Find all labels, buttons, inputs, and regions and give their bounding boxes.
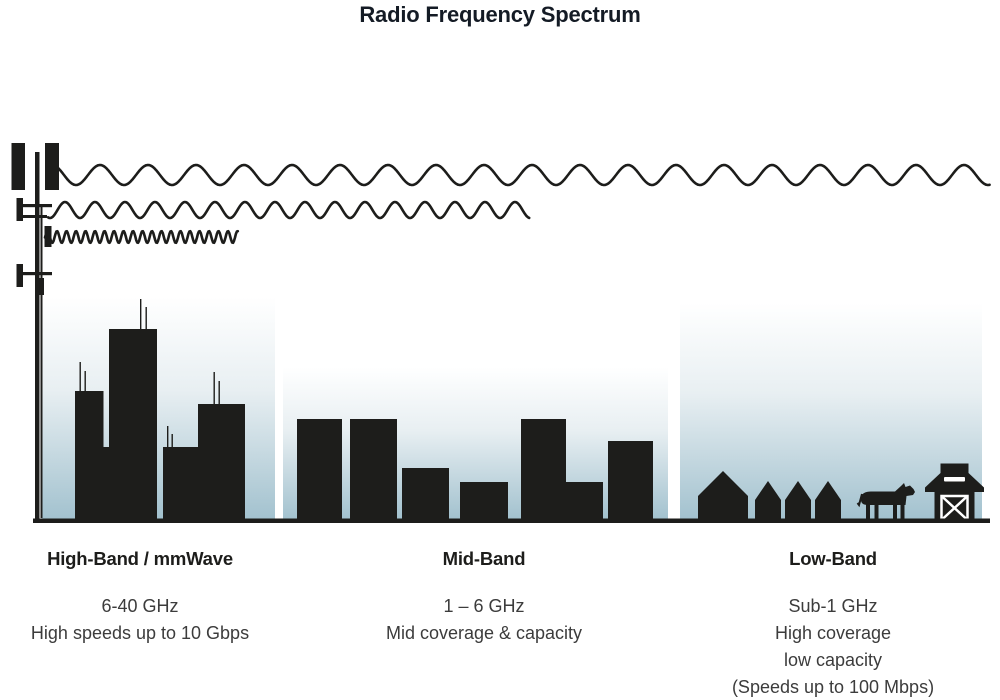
high-band-building [198,404,245,521]
high-band-heading: High-Band / mmWave [47,548,233,569]
mid-band-wave [46,200,531,220]
house-icon [815,481,841,521]
rooftop-antenna [213,372,215,404]
low-band-frequency: Sub-1 GHz [788,596,878,616]
low-band-wave [48,163,991,187]
mid-band-label: Mid-Band 1 – 6 GHz Mid coverage & capaci… [364,549,604,647]
rooftop-antenna [84,371,86,391]
high-band-building [163,447,198,521]
high-band-frequency: 6-40 GHz [101,596,179,616]
ground-line [33,518,990,523]
mid-band-building [297,419,342,521]
low-band-description: low capacity [783,650,883,670]
rooftop-antenna [167,426,169,447]
radio-waves [43,163,991,245]
mid-band-building [521,419,566,521]
rooftop-antenna [171,434,173,447]
house-icon [755,481,781,521]
mid-band-description: Mid coverage & capacity [385,623,583,643]
high-band-wave [43,229,240,245]
rooftop-antenna [218,381,220,404]
cow-icon [856,483,915,521]
mid-band-heading: Mid-Band [442,548,526,569]
low-band-heading: Low-Band [789,548,877,569]
skylines [75,299,841,521]
page-title: Radio Frequency Spectrum [359,2,641,27]
mid-band-building [460,482,508,521]
high-band-description: High speeds up to 10 Gbps [30,623,250,643]
barn-icon [925,463,984,522]
high-band-building [75,391,104,521]
rooftop-antenna [145,307,147,329]
low-band-description: High coverage [774,623,892,643]
high-band-building [109,329,157,521]
mid-band-building [608,441,653,521]
mid-band-frequency: 1 – 6 GHz [443,596,525,616]
rooftop-antenna [79,362,81,391]
house-icon [698,471,748,521]
spectrum-illustration [11,143,991,523]
high-band-label: High-Band / mmWave 6-40 GHz High speeds … [20,549,260,647]
high-band-building [103,447,109,521]
mid-band-building [350,419,397,521]
house-icon [785,481,811,521]
low-band-speed: (Speeds up to 100 Mbps) [731,677,935,697]
cell-tower-icon [11,143,59,523]
ground [33,518,990,523]
low-band-label: Low-Band Sub-1 GHz High coverage low cap… [713,549,953,700]
mid-band-building [402,468,449,521]
mid-band-building [566,482,603,521]
rooftop-antenna [140,299,142,329]
